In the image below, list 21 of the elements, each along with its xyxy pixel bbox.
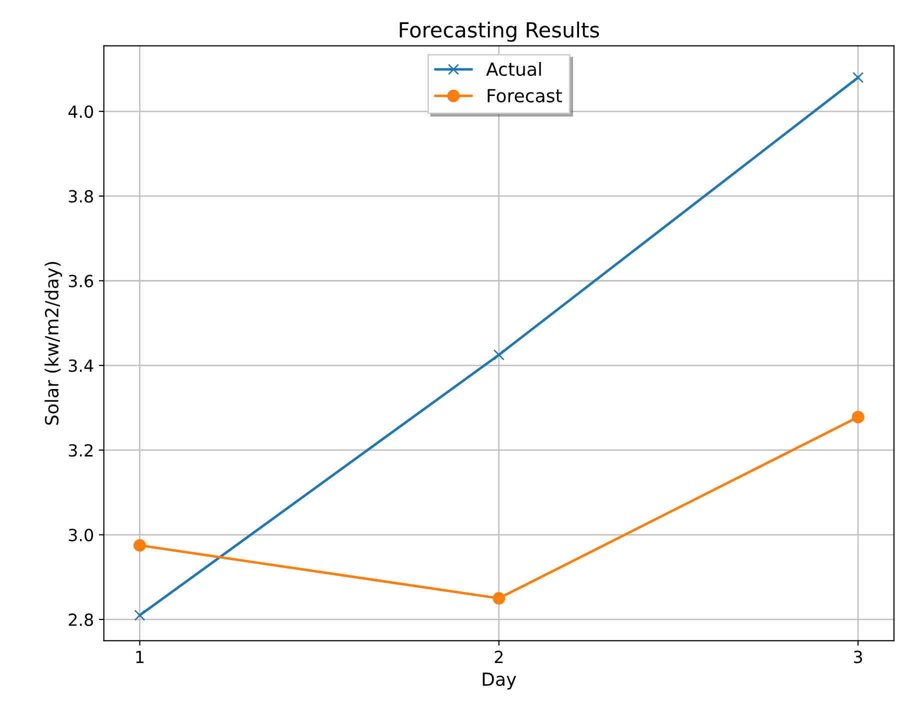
x-tick-label: 3 [854,650,862,664]
y-tick-label: 3.6 [68,274,94,288]
y-tick-label: 3.2 [68,444,92,457]
point [852,72,864,84]
point [134,610,146,621]
point [134,539,146,552]
y-tick-label: 3.0 [68,528,94,542]
y-tick-label: 2.8 [68,613,93,626]
chart-title: Forecasting Results [400,22,599,42]
x-axis-title: Day [482,672,516,690]
y-tick-label: 3.4 [68,359,94,372]
legend-label: Actual [486,62,541,76]
x-tick-label: 1 [136,650,144,664]
y-tick-label: 4.0 [68,105,94,118]
point [852,410,864,424]
x-tick-label: 2 [494,650,503,664]
point [492,592,506,605]
legend-label: Forecast [488,89,562,102]
y-tick-label: 3.8 [68,190,93,203]
point [493,349,504,360]
y-axis-title: Solar (kw/m2/day) [44,262,62,425]
